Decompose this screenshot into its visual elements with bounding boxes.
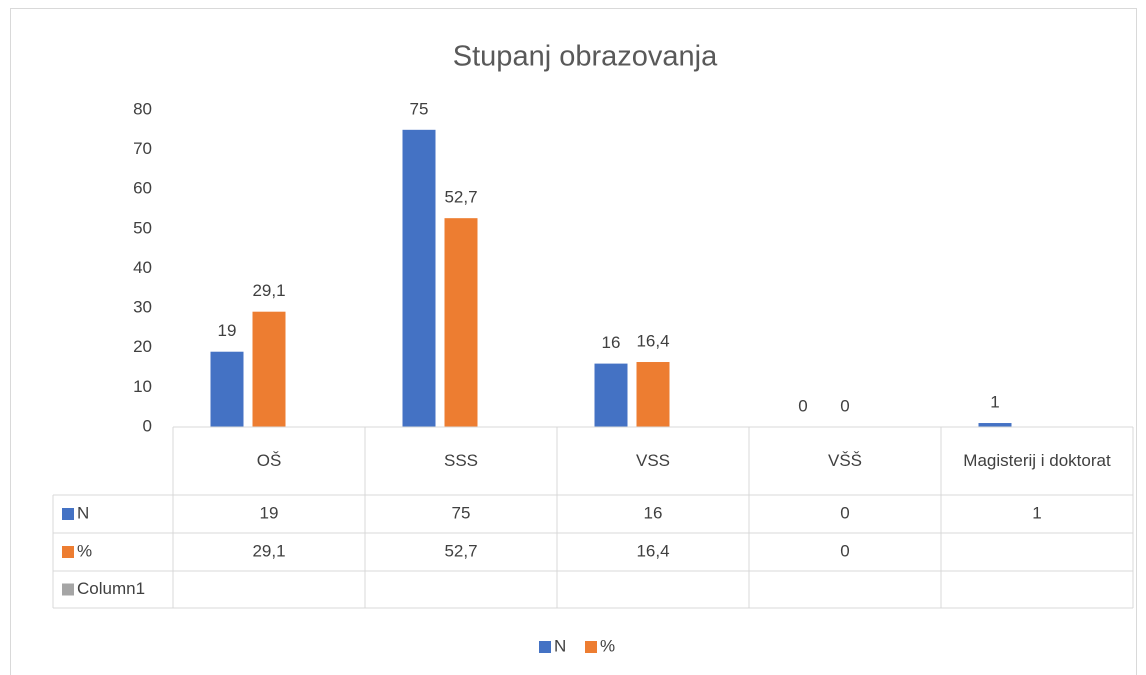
y-tick-label: 20 — [133, 337, 152, 356]
bar — [978, 423, 1012, 427]
table-cell: 29,1 — [252, 541, 285, 560]
table-legend-key — [62, 508, 74, 520]
y-tick-label: 40 — [133, 258, 152, 277]
bar — [594, 363, 628, 427]
x-tick-label-box: SSS — [443, 450, 479, 470]
data-label: 1 — [990, 393, 999, 412]
table-legend-key — [62, 546, 74, 558]
y-tick-label: 50 — [133, 218, 152, 237]
legend-key — [585, 641, 597, 653]
legend-label: N — [554, 636, 566, 655]
y-tick-label: 10 — [133, 377, 152, 396]
chart-title: Stupanj obrazovanja — [453, 41, 718, 73]
data-label: 0 — [798, 396, 807, 415]
table-cell: 75 — [452, 503, 471, 522]
bar — [252, 311, 286, 427]
data-label: 19 — [218, 321, 237, 340]
x-tick-label-box: VŠŠ — [827, 450, 863, 470]
data-label: 75 — [410, 99, 429, 118]
x-tick-label: VŠŠ — [827, 450, 863, 470]
data-label: 16 — [602, 333, 621, 352]
table-cell: 1 — [1032, 503, 1041, 522]
table-legend-key — [62, 583, 74, 596]
y-tick-label: 60 — [133, 179, 152, 198]
bar — [210, 351, 244, 427]
x-tick-label: Magisterij i doktorat — [963, 450, 1111, 470]
table-cell: 52,7 — [444, 541, 477, 560]
table-series-name: N — [77, 503, 89, 522]
y-tick-label: 80 — [133, 99, 152, 118]
x-tick-label: VSS — [635, 450, 671, 470]
data-label: 52,7 — [444, 188, 477, 207]
bar — [444, 218, 478, 427]
chart-frame — [10, 8, 1137, 675]
table-cell: 0 — [840, 503, 849, 522]
table-series-name: Column1 — [77, 579, 145, 598]
data-label: 0 — [840, 396, 849, 415]
x-tick-label-box: VSS — [635, 450, 671, 470]
y-tick-label: 30 — [133, 298, 152, 317]
x-tick-label-box: Magisterij i doktorat — [963, 450, 1111, 470]
table-series-name: % — [77, 541, 92, 560]
x-tick-label: OŠ — [256, 450, 282, 470]
x-tick-label: SSS — [443, 450, 479, 470]
table-cell: 0 — [840, 541, 849, 560]
x-tick-label-box: OŠ — [256, 450, 282, 470]
legend-key — [539, 641, 551, 653]
legend-label: % — [600, 636, 615, 655]
table-cell: 16,4 — [636, 541, 669, 560]
table-cell: 19 — [260, 503, 279, 522]
y-tick-label: 0 — [143, 416, 152, 435]
data-label: 29,1 — [252, 281, 285, 300]
bar — [636, 362, 670, 427]
y-tick-label: 70 — [133, 139, 152, 158]
bar — [402, 129, 436, 427]
table-cell: 16 — [644, 503, 663, 522]
data-label: 16,4 — [636, 331, 669, 350]
